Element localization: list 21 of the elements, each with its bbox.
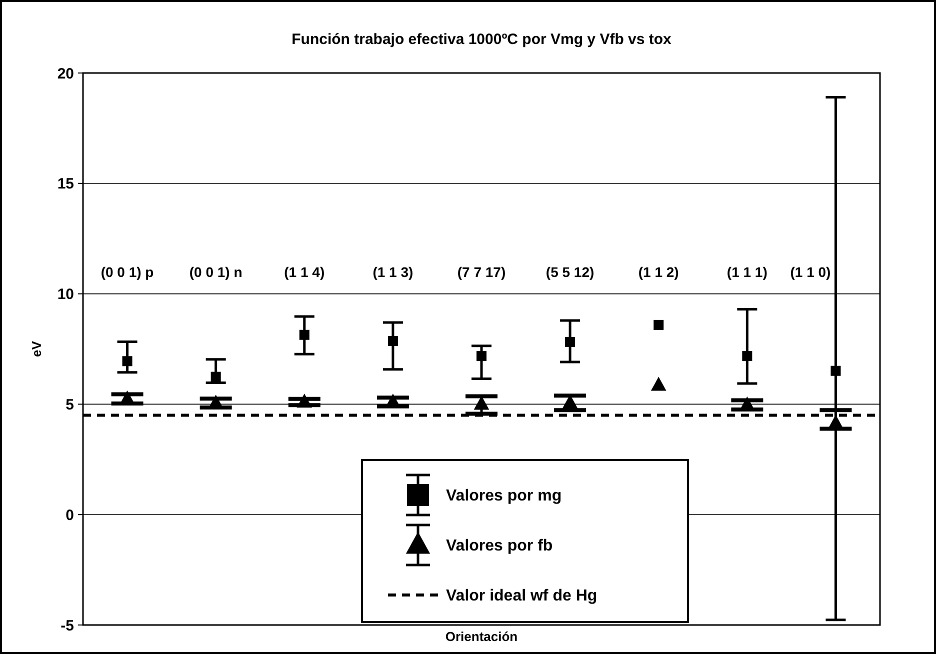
legend-label: Valores por mg [446,488,562,505]
x-tick-label: (1 1 4) [284,264,325,280]
x-tick-label: (1 1 0) [790,264,831,280]
x-tick-label: (7 7 17) [457,264,506,280]
y-tick-label: 5 [66,396,74,414]
y-tick-label: 0 [66,506,74,524]
x-tick-label: (5 5 12) [546,264,594,280]
legend-label: Valores por fb [446,538,553,555]
x-axis-title: Orientación [445,629,518,644]
x-tick-label: (1 1 1) [726,264,768,280]
y-tick-label: 15 [57,176,74,193]
y-tick-label: -5 [60,617,74,634]
x-tick-label: (0 0 1) p [100,264,154,280]
x-tick-label: (1 1 2) [638,264,679,280]
chart-title: Función trabajo efectiva 1000ºC por Vmg y Vfb vs tox [292,31,672,48]
y-tick-label: 20 [57,65,74,82]
y-tick-label: 10 [57,286,74,304]
legend-label: Valor ideal wf de Hg [446,588,598,605]
x-tick-label: (0 0 1) n [189,264,242,280]
y-axis-title: eV [29,340,44,357]
x-tick-label: (1 1 3) [372,264,414,280]
